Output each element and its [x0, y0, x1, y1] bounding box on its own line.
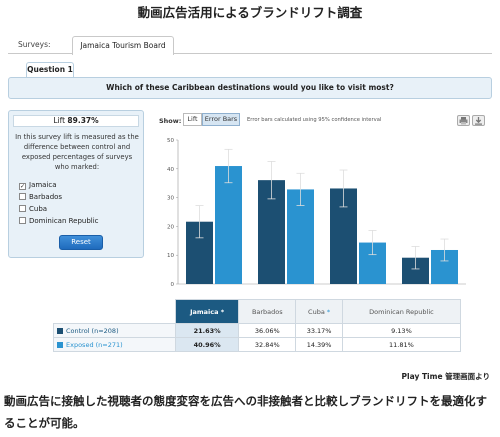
checkbox-icon[interactable]	[19, 205, 26, 212]
option-label: Cuba	[29, 205, 48, 213]
column-header-cuba[interactable]: Cuba *	[295, 299, 343, 324]
table-cell: 14.39%	[295, 337, 343, 352]
print-icon	[459, 117, 468, 125]
y-tick-label: 30	[167, 196, 174, 202]
legend-swatch	[57, 327, 63, 334]
table-row: Exposed (n=271) 40.96% 32.84% 14.39% 11.…	[53, 337, 462, 352]
reset-button[interactable]: Reset	[59, 235, 103, 250]
lift-summary: Lift 89.37%	[13, 115, 139, 127]
checkbox-icon[interactable]	[19, 217, 26, 224]
option-label: Barbados	[29, 193, 63, 201]
table-header-row: Jamaica * Barbados Cuba * Dominican Repu…	[54, 299, 462, 324]
error-bars-note: Error bars calculated using 95% confiden…	[247, 117, 382, 123]
lift-label: Lift	[53, 116, 66, 125]
option-label: Jamaica	[29, 181, 57, 189]
source-label: Play Time 管理画面より	[401, 372, 490, 381]
table-cell: 11.81%	[341, 337, 462, 352]
y-tick-label: 40	[167, 167, 174, 173]
option-barbados[interactable]: Barbados	[19, 193, 62, 201]
tab-jamaica-tourism-board[interactable]: Jamaica Tourism Board	[72, 36, 174, 55]
show-label: Show:	[159, 117, 182, 125]
results-table: Jamaica * Barbados Cuba * Dominican Repu…	[53, 299, 462, 352]
tab-question-1[interactable]: Question 1	[26, 62, 74, 77]
table-cell: 40.96%	[174, 337, 240, 352]
table-cell: 21.63%	[174, 323, 240, 338]
table-cell: 9.13%	[341, 323, 462, 338]
lift-value: 89.37%	[67, 116, 99, 125]
lift-panel: Lift 89.37% In this survey lift is measu…	[8, 110, 144, 258]
checkbox-icon[interactable]	[19, 193, 26, 200]
table-row: Control (n=208) 21.63% 36.06% 33.17% 9.1…	[53, 323, 462, 338]
checkbox-checked-icon[interactable]: ✓	[19, 183, 26, 190]
row-label-exposed: Exposed (n=271)	[53, 337, 176, 352]
row-label-control: Control (n=208)	[53, 323, 176, 338]
bar-chart: 0 10 20 30 40 50	[167, 138, 466, 288]
option-cuba[interactable]: Cuba	[19, 205, 47, 213]
column-header-dominican-republic[interactable]: Dominican Republic	[341, 299, 462, 324]
question-text: Which of these Caribbean destinations wo…	[8, 77, 492, 99]
table-cell: 32.84%	[238, 337, 297, 352]
download-icon	[475, 117, 482, 125]
bar-exposed	[215, 166, 242, 284]
option-dominican-republic[interactable]: Dominican Republic	[19, 217, 99, 225]
lift-toggle-button[interactable]: Lift	[183, 113, 202, 126]
page-title: 動画広告活用によるブランドリフト調査	[137, 5, 363, 20]
table-cell: 36.06%	[238, 323, 297, 338]
option-jamaica[interactable]: ✓ Jamaica	[19, 181, 57, 190]
survey-tab-bar: Surveys: Jamaica Tourism Board	[8, 36, 492, 55]
surveys-label: Surveys:	[18, 40, 51, 49]
table-corner	[54, 300, 176, 324]
y-tick-label: 20	[167, 224, 174, 230]
download-button[interactable]	[472, 115, 485, 126]
legend-swatch	[57, 341, 63, 348]
column-header-jamaica[interactable]: Jamaica *	[174, 299, 240, 324]
option-label: Dominican Republic	[29, 217, 99, 225]
table-cell: 33.17%	[295, 323, 343, 338]
error-bars-toggle-button[interactable]: Error Bars	[202, 113, 240, 126]
lift-description: In this survey lift is measured as the d…	[15, 133, 139, 171]
print-button[interactable]	[457, 115, 470, 126]
column-header-barbados[interactable]: Barbados	[238, 299, 297, 324]
caption-text: 動画広告に接触した視聴者の態度変容を広告への非接触者と比較しブランドリフトを最適…	[4, 394, 487, 430]
y-tick-label: 50	[167, 138, 174, 144]
y-tick-label: 10	[167, 253, 174, 259]
y-tick-label: 0	[171, 282, 175, 288]
